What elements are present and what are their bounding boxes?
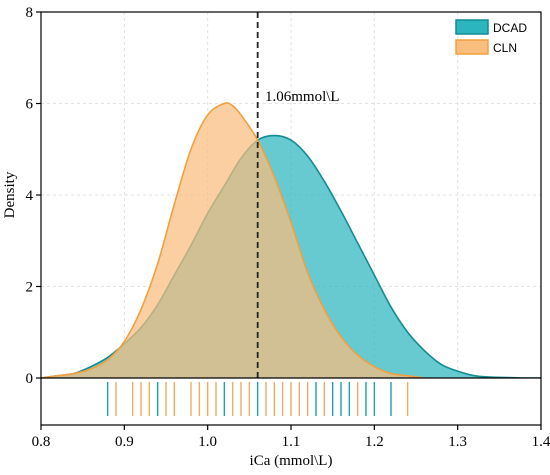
x-tick-label: 0.9	[115, 434, 134, 450]
legend: DCAD CLN	[455, 19, 527, 55]
x-tick-label: 0.8	[32, 434, 51, 450]
legend-swatch-dcad	[455, 19, 489, 35]
vline-annotation: 1.06mmol\L	[265, 89, 340, 105]
x-tick-label: 1.2	[365, 434, 384, 450]
legend-swatch-cln	[455, 39, 489, 55]
y-tick-label: 8	[26, 5, 34, 21]
legend-label-dcad: DCAD	[493, 21, 527, 35]
y-tick-label: 2	[26, 280, 34, 296]
x-tick-label: 1.3	[448, 434, 467, 450]
y-tick-label: 6	[26, 97, 34, 113]
x-tick-label: 1.1	[282, 434, 301, 450]
y-tick-label: 0	[26, 371, 34, 387]
x-tick-label: 1.0	[198, 434, 217, 450]
density-line-cln	[41, 102, 425, 378]
y-axis-label: Density	[2, 171, 18, 218]
x-tick-label: 1.4	[532, 434, 550, 450]
density-areas	[41, 102, 541, 378]
axis-ticks: 0.8 0.9 1.0 1.1 1.2 1.3 1.4 0 2 4 6 8	[26, 5, 550, 450]
y-tick-label: 4	[26, 188, 34, 204]
x-axis-label: iCa (mmol\L)	[250, 453, 333, 469]
density-area-cln	[41, 102, 425, 378]
rug-plot	[106, 382, 409, 416]
legend-label-cln: CLN	[493, 41, 517, 55]
